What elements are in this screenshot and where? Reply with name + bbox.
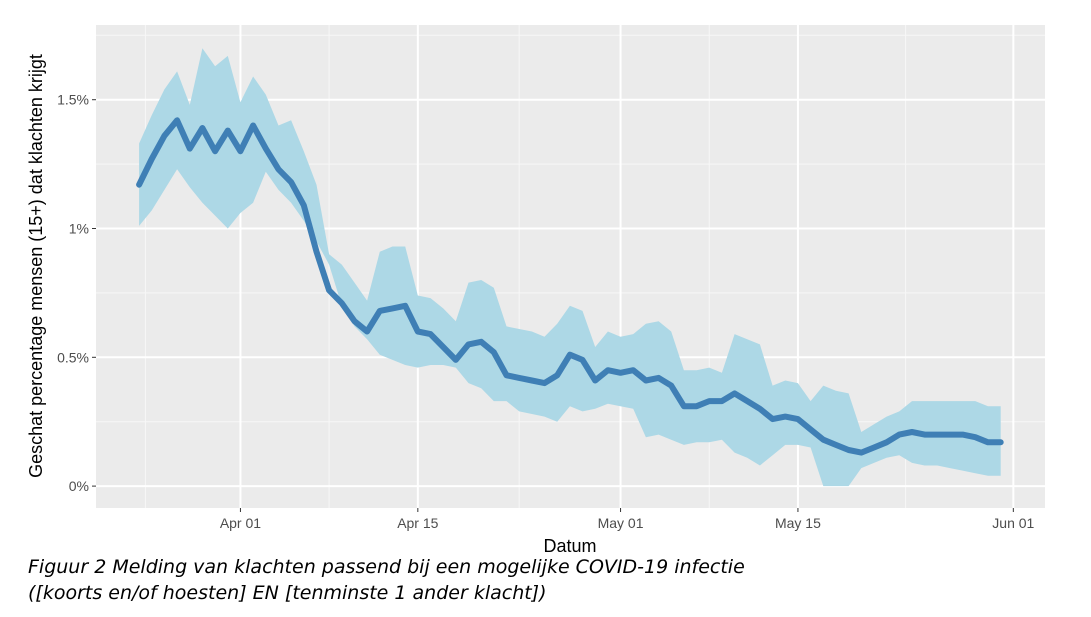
x-tick-label: Jun 01 (992, 515, 1034, 531)
x-axis-title: Datum (543, 536, 596, 556)
x-tick-label: May 15 (775, 515, 821, 531)
x-tick-label: May 01 (598, 515, 644, 531)
y-tick-label: 0.5% (57, 349, 89, 365)
figure-caption-line-1: Figuur 2 Melding van klachten passend bi… (28, 556, 745, 578)
y-tick-label: 1.5% (57, 92, 89, 108)
y-axis-title: Geschat percentage mensen (15+) dat klac… (26, 54, 46, 478)
y-axis: 0% 0.5% 1% 1.5% (57, 92, 96, 494)
y-tick-label: 1% (69, 221, 89, 237)
x-tick-label: Apr 01 (220, 515, 261, 531)
chart: Apr 01 Apr 15 May 01 May 15 Jun 01 0% 0.5% 1% 1… (26, 25, 1045, 556)
x-tick-label: Apr 15 (397, 515, 438, 531)
estimate-line (136, 117, 1004, 456)
figure-caption-line-2: ([koorts en/of hoesten] EN [tenminste 1 … (28, 582, 547, 604)
y-tick-label: 0% (69, 478, 89, 494)
confidence-band (139, 48, 1001, 487)
x-axis: Apr 01 Apr 15 May 01 May 15 Jun 01 (220, 508, 1035, 531)
